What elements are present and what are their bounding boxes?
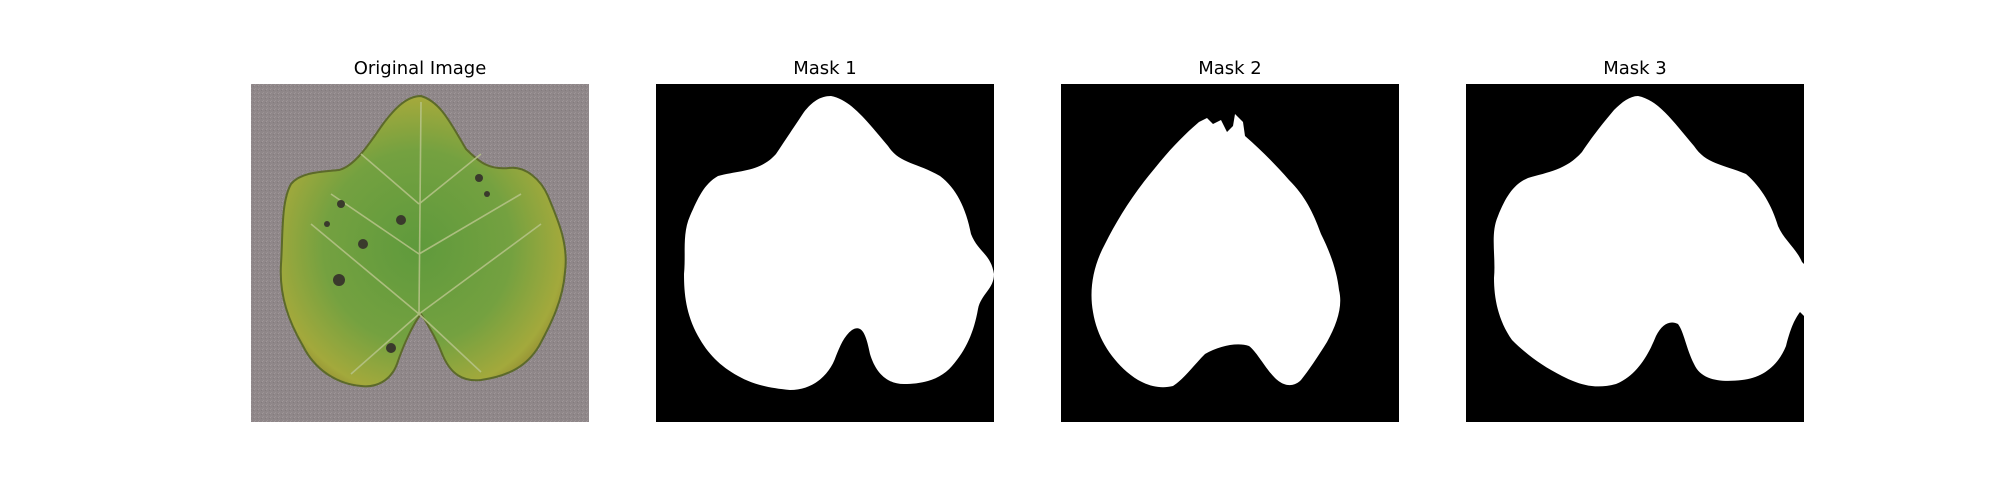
mask-3-image [1466, 84, 1804, 422]
original-leaf-photo [251, 84, 589, 422]
panel-title-original: Original Image [353, 58, 487, 79]
mask-1-image [656, 84, 994, 422]
panel-title-mask-3: Mask 3 [1603, 58, 1667, 79]
mask-2-image [1061, 84, 1399, 422]
panel-title-mask-1: Mask 1 [793, 58, 857, 79]
panel-title-mask-2: Mask 2 [1198, 58, 1262, 79]
